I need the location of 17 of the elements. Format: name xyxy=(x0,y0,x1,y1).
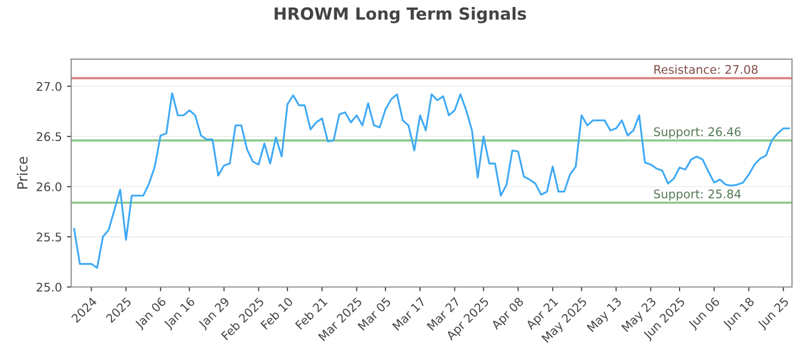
y-tick-label: 27.0 xyxy=(36,82,62,91)
chart-title: HROWM Long Term Signals xyxy=(274,7,526,24)
line-series xyxy=(73,92,790,269)
x-tick-label: Feb 21 xyxy=(294,296,328,330)
x-tick-label: Jun 18 xyxy=(722,296,756,331)
y-tick-label: 26.5 xyxy=(36,132,62,142)
y-axis-title: Price xyxy=(16,156,28,189)
ref-line-label: Support: 26.46 xyxy=(654,127,741,138)
x-tick-label: Apr 08 xyxy=(490,296,526,332)
x-tick-label: Jun 06 xyxy=(688,296,722,331)
y-tick-label: 26.0 xyxy=(36,182,62,192)
y-tick-label: 25.5 xyxy=(36,232,62,242)
ref-line-label: Resistance: 27.08 xyxy=(654,64,758,74)
y-tick-label: 25.0 xyxy=(36,282,62,292)
ref-line-label: Support: 25.84 xyxy=(654,189,741,201)
x-tick-label: Jun 25 xyxy=(756,296,791,331)
x-tick-label: Mar 17 xyxy=(392,297,426,331)
